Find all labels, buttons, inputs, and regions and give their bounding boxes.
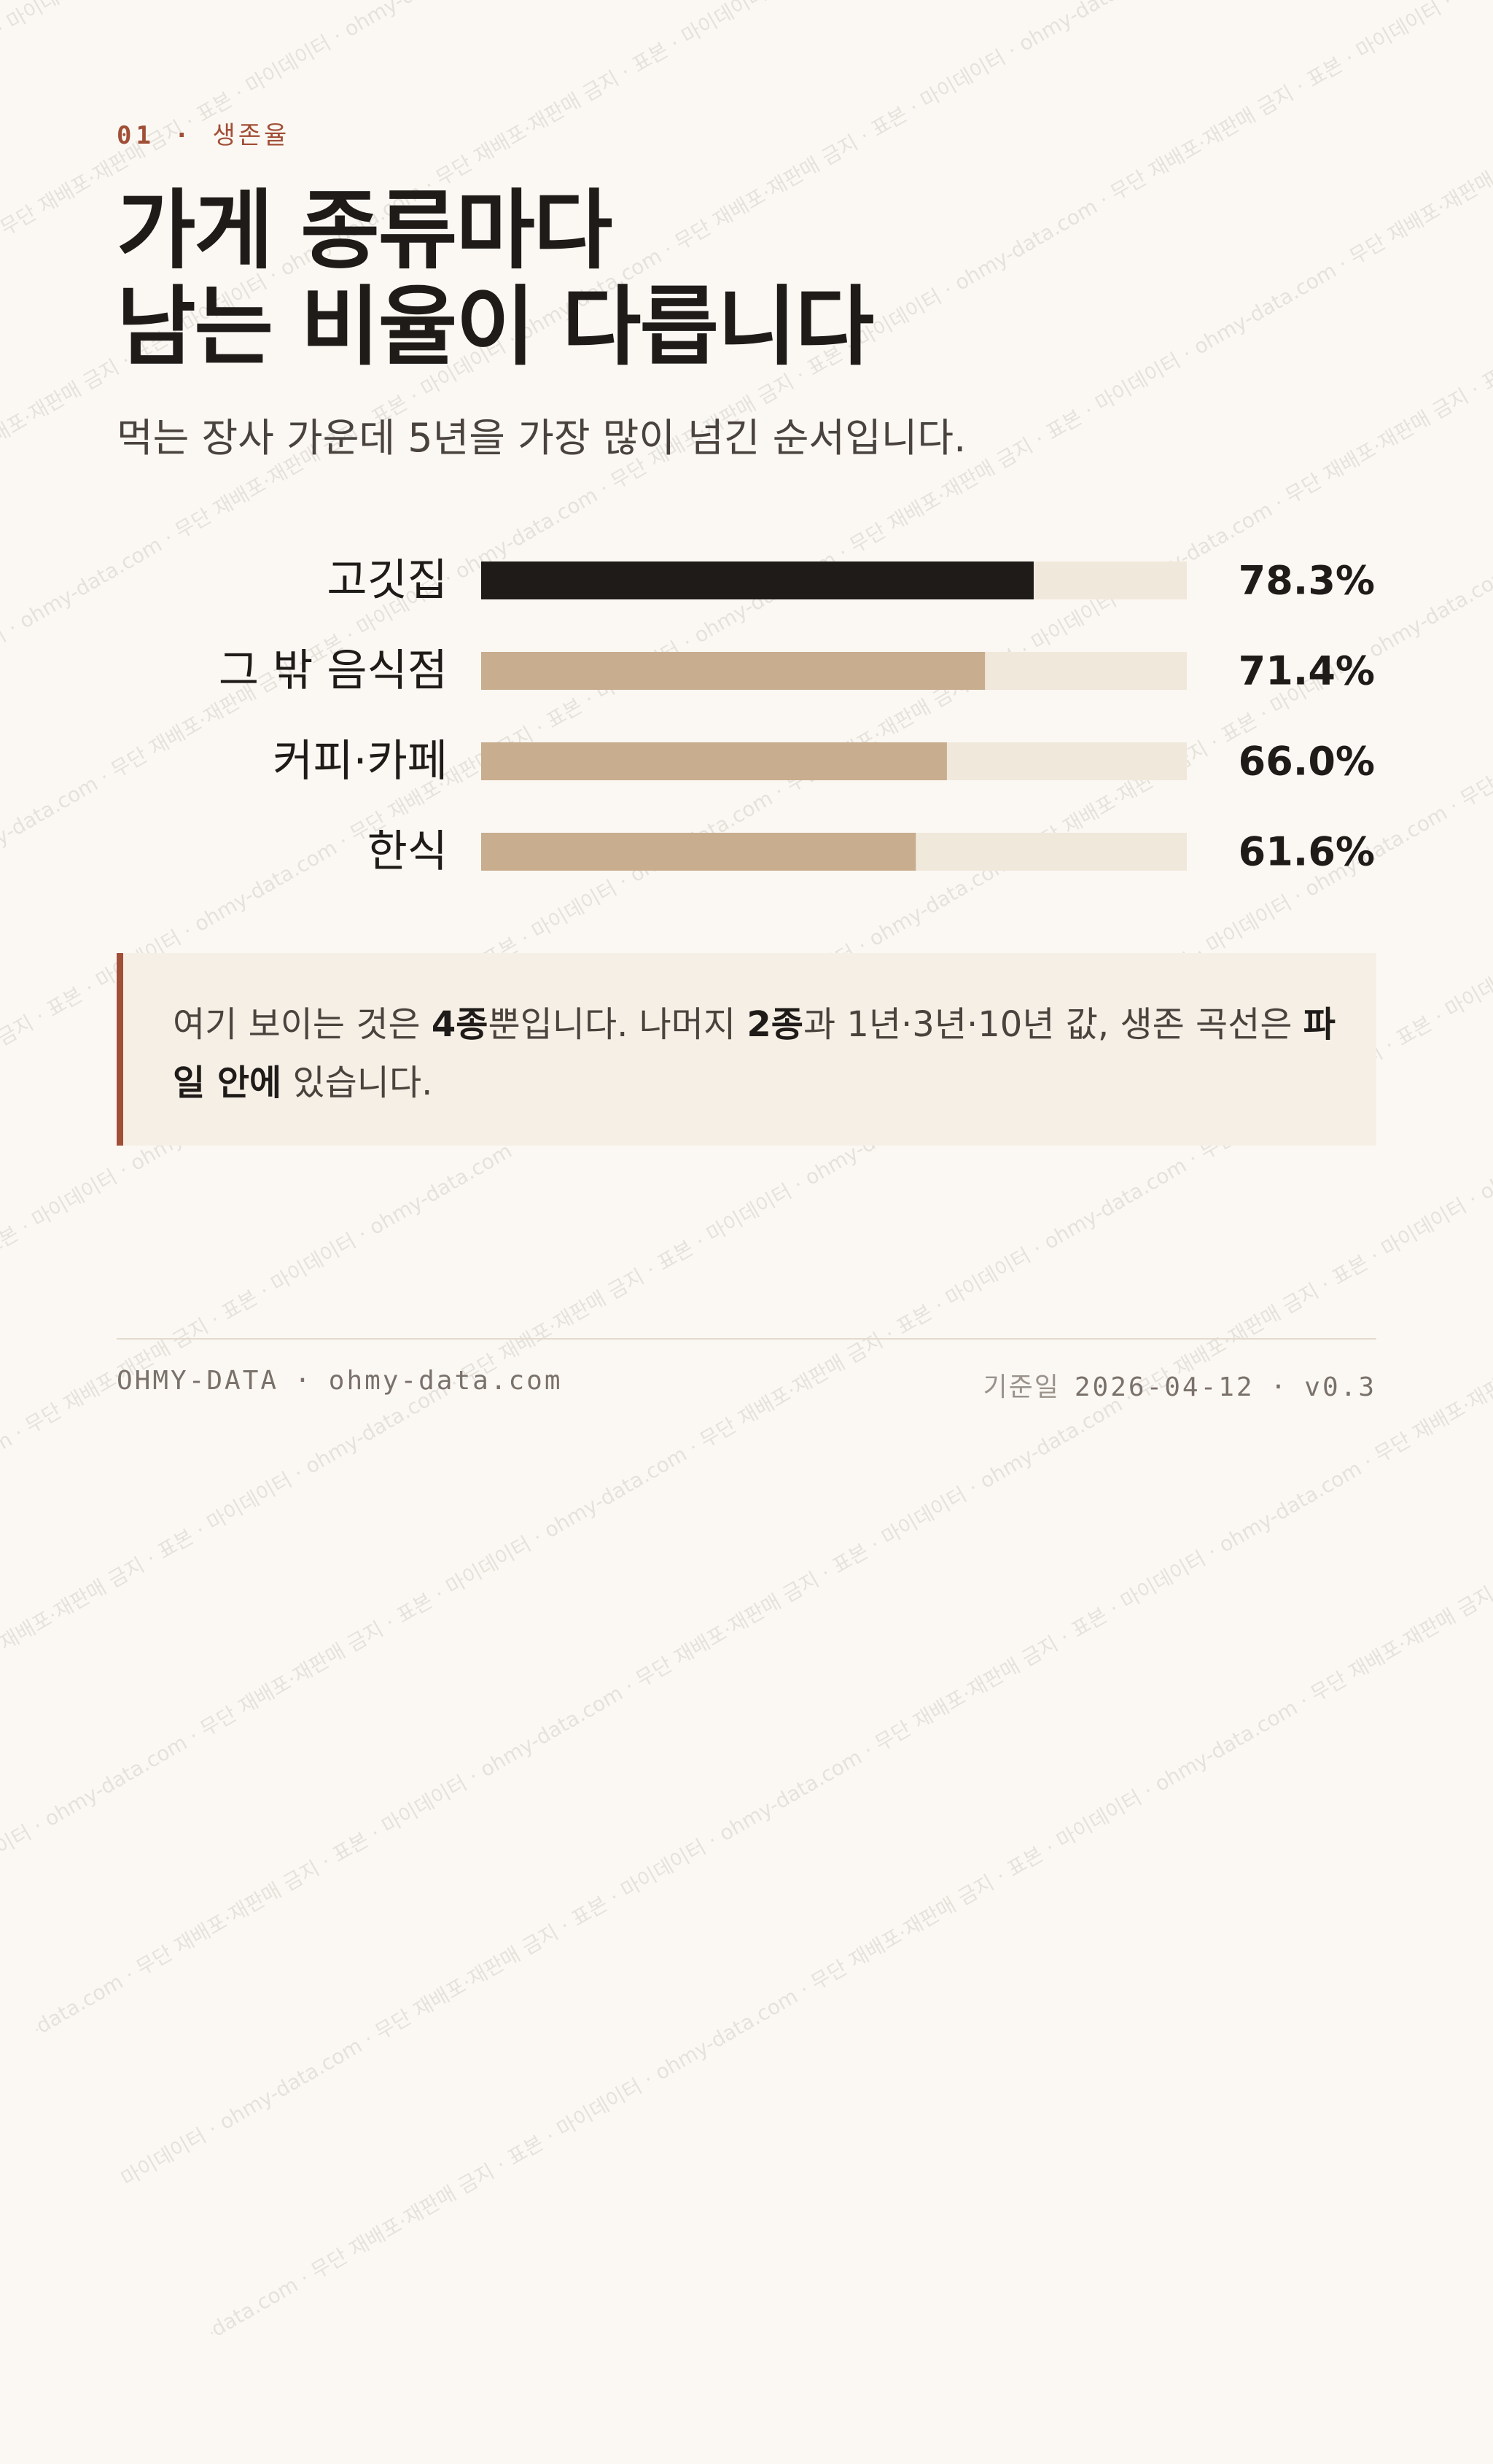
category-label: 그 밖 음식점	[219, 645, 448, 696]
section-number: 01	[117, 121, 155, 150]
footer-meta: 기준일 2026-04-12 · v0.3	[983, 1366, 1376, 1404]
date-label: 기준일	[983, 1372, 1060, 1402]
bar	[481, 652, 986, 690]
title-line-2: 남는 비율이 다릅니다	[117, 276, 874, 377]
note-box: 여기 보이는 것은 4종뿐입니다. 나머지 2종과 1년·3년·10년 값, 생…	[117, 953, 1376, 1146]
section-eyebrow: 01 · 생존율	[117, 115, 289, 151]
brand-url: ohmy-data.com	[328, 1366, 563, 1396]
value-label: 71.4%	[1239, 648, 1375, 694]
bar	[481, 561, 1034, 599]
note-bold-remaining: 2종	[746, 1004, 803, 1045]
value-label: 78.3%	[1239, 558, 1375, 604]
note-text-part: 여기 보이는 것은	[173, 1004, 432, 1045]
category-label: 커피·카페	[273, 736, 448, 787]
page-subtitle: 먹는 장사 가운데 5년을 가장 많이 넘긴 순서입니다.	[117, 415, 967, 461]
note-text-part: 과 1년·3년·10년 값, 생존 곡선은	[803, 1004, 1303, 1045]
value-label: 66.0%	[1239, 739, 1375, 785]
note-text-part: 있습니다.	[281, 1062, 433, 1103]
bar-track	[481, 652, 1187, 690]
note-text-part: 뿐입니다. 나머지	[488, 1004, 747, 1045]
note-text: 여기 보이는 것은 4종뿐입니다. 나머지 2종과 1년·3년·10년 값, 생…	[173, 995, 1354, 1112]
reference-date: 2026-04-12	[1074, 1372, 1255, 1402]
eyebrow-separator: ·	[174, 121, 194, 150]
version: v0.3	[1304, 1372, 1376, 1402]
bar-track	[481, 833, 1187, 871]
page-title: 가게 종류마다 남는 비율이 다릅니다	[117, 182, 1356, 375]
section-label: 생존율	[212, 121, 290, 150]
bar	[481, 742, 947, 780]
footer-separator: ·	[295, 1366, 313, 1396]
category-label: 한식	[367, 826, 448, 877]
note-bold-count: 4종	[431, 1004, 488, 1045]
category-label: 고깃집	[327, 555, 448, 606]
watermark-row: 마이데이터 · ohmy-data.com · 무단 재배포·재판매 금지 · …	[292, 745, 1493, 2464]
brand-name: OHMY-DATA	[117, 1366, 279, 1396]
note-bold-file: 파일 안에	[173, 1004, 1336, 1103]
watermark-row: 마이데이터 · ohmy-data.com · 무단 재배포·재판매 금지 · …	[52, 681, 1493, 2430]
watermark-row: 마이데이터 · ohmy-data.com · 무단 재배포·재판매 금지 · …	[0, 378, 1493, 2127]
title-line-1: 가게 종류마다	[117, 180, 612, 281]
watermark-row: 마이데이터 · ohmy-data.com · 무단 재배포·재판매 금지 · …	[0, 0, 1493, 979]
bar	[481, 833, 916, 871]
value-label: 61.6%	[1239, 829, 1375, 875]
footer-divider	[117, 1338, 1376, 1340]
footer-brand: OHMY-DATA · ohmy-data.com	[117, 1366, 563, 1396]
bar-track	[481, 561, 1187, 599]
footer-separator: ·	[1270, 1372, 1289, 1402]
bar-track	[481, 742, 1187, 780]
watermark-row: 마이데이터 · ohmy-data.com · 무단 재배포·재판매 금지 · …	[0, 139, 1493, 1889]
